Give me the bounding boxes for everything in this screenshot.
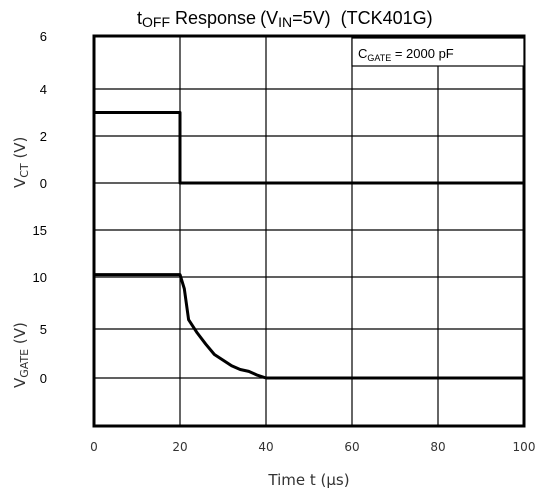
y-tick-label: 6 <box>40 29 47 44</box>
legend: CGATE = 2000 pF <box>351 37 525 67</box>
ylabel-vgate-main: V <box>11 377 29 388</box>
ylabel-vgate-unit: (V) <box>11 322 29 349</box>
title-main-suffix: Response <box>170 8 256 28</box>
vct-trace <box>94 111 524 185</box>
ylabel-vct-unit: (V) <box>11 137 29 164</box>
title-main-sub: OFF <box>142 14 170 30</box>
legend-value: = 2000 pF <box>391 46 454 61</box>
x-tick-label: 0 <box>90 440 98 454</box>
y-tick-label: 4 <box>40 82 47 97</box>
ylabel-vct-main: V <box>11 177 29 188</box>
x-tick-labels: 0 20 40 60 80 100 <box>90 440 535 454</box>
vgate-trace <box>94 273 524 380</box>
title-main-prefix: t <box>137 8 142 28</box>
x-tick-label: 20 <box>172 440 187 454</box>
chart-title: tOFF Response (VIN=5V) (TCK401G) <box>137 8 433 30</box>
legend-sub: GATE <box>367 53 391 63</box>
y-tick-label: 0 <box>40 371 47 386</box>
x-tick-label: 60 <box>344 440 359 454</box>
legend-box <box>351 37 525 67</box>
y-tick-label: 15 <box>33 223 47 238</box>
xlabel: Time t (µs) <box>267 471 349 489</box>
x-tick-label: 80 <box>430 440 445 454</box>
plot-frame <box>92 34 526 428</box>
grid <box>94 36 524 426</box>
ylabel-vgate-sub: GATE <box>18 349 31 378</box>
ylabel-vct: VCT (V) <box>11 137 31 188</box>
legend-label: CGATE = 2000 pF <box>358 46 454 63</box>
ylabel-vgate: VGATE (V) <box>11 322 31 388</box>
title-cond-sub: IN <box>278 14 292 30</box>
y-tick-label: 0 <box>40 176 47 191</box>
title-cond-prefix: (V <box>260 8 278 28</box>
y-tick-label: 5 <box>40 322 47 337</box>
x-tick-label: 40 <box>258 440 273 454</box>
ylabel-vct-sub: CT <box>18 163 31 178</box>
traces <box>94 111 524 380</box>
title-part: (TCK401G) <box>341 8 433 28</box>
legend-main: C <box>358 46 367 61</box>
x-tick-label: 100 <box>513 440 536 454</box>
y-tick-label: 10 <box>33 270 47 285</box>
title-cond-suffix: =5V) <box>292 8 331 28</box>
y-tick-label: 2 <box>40 129 47 144</box>
